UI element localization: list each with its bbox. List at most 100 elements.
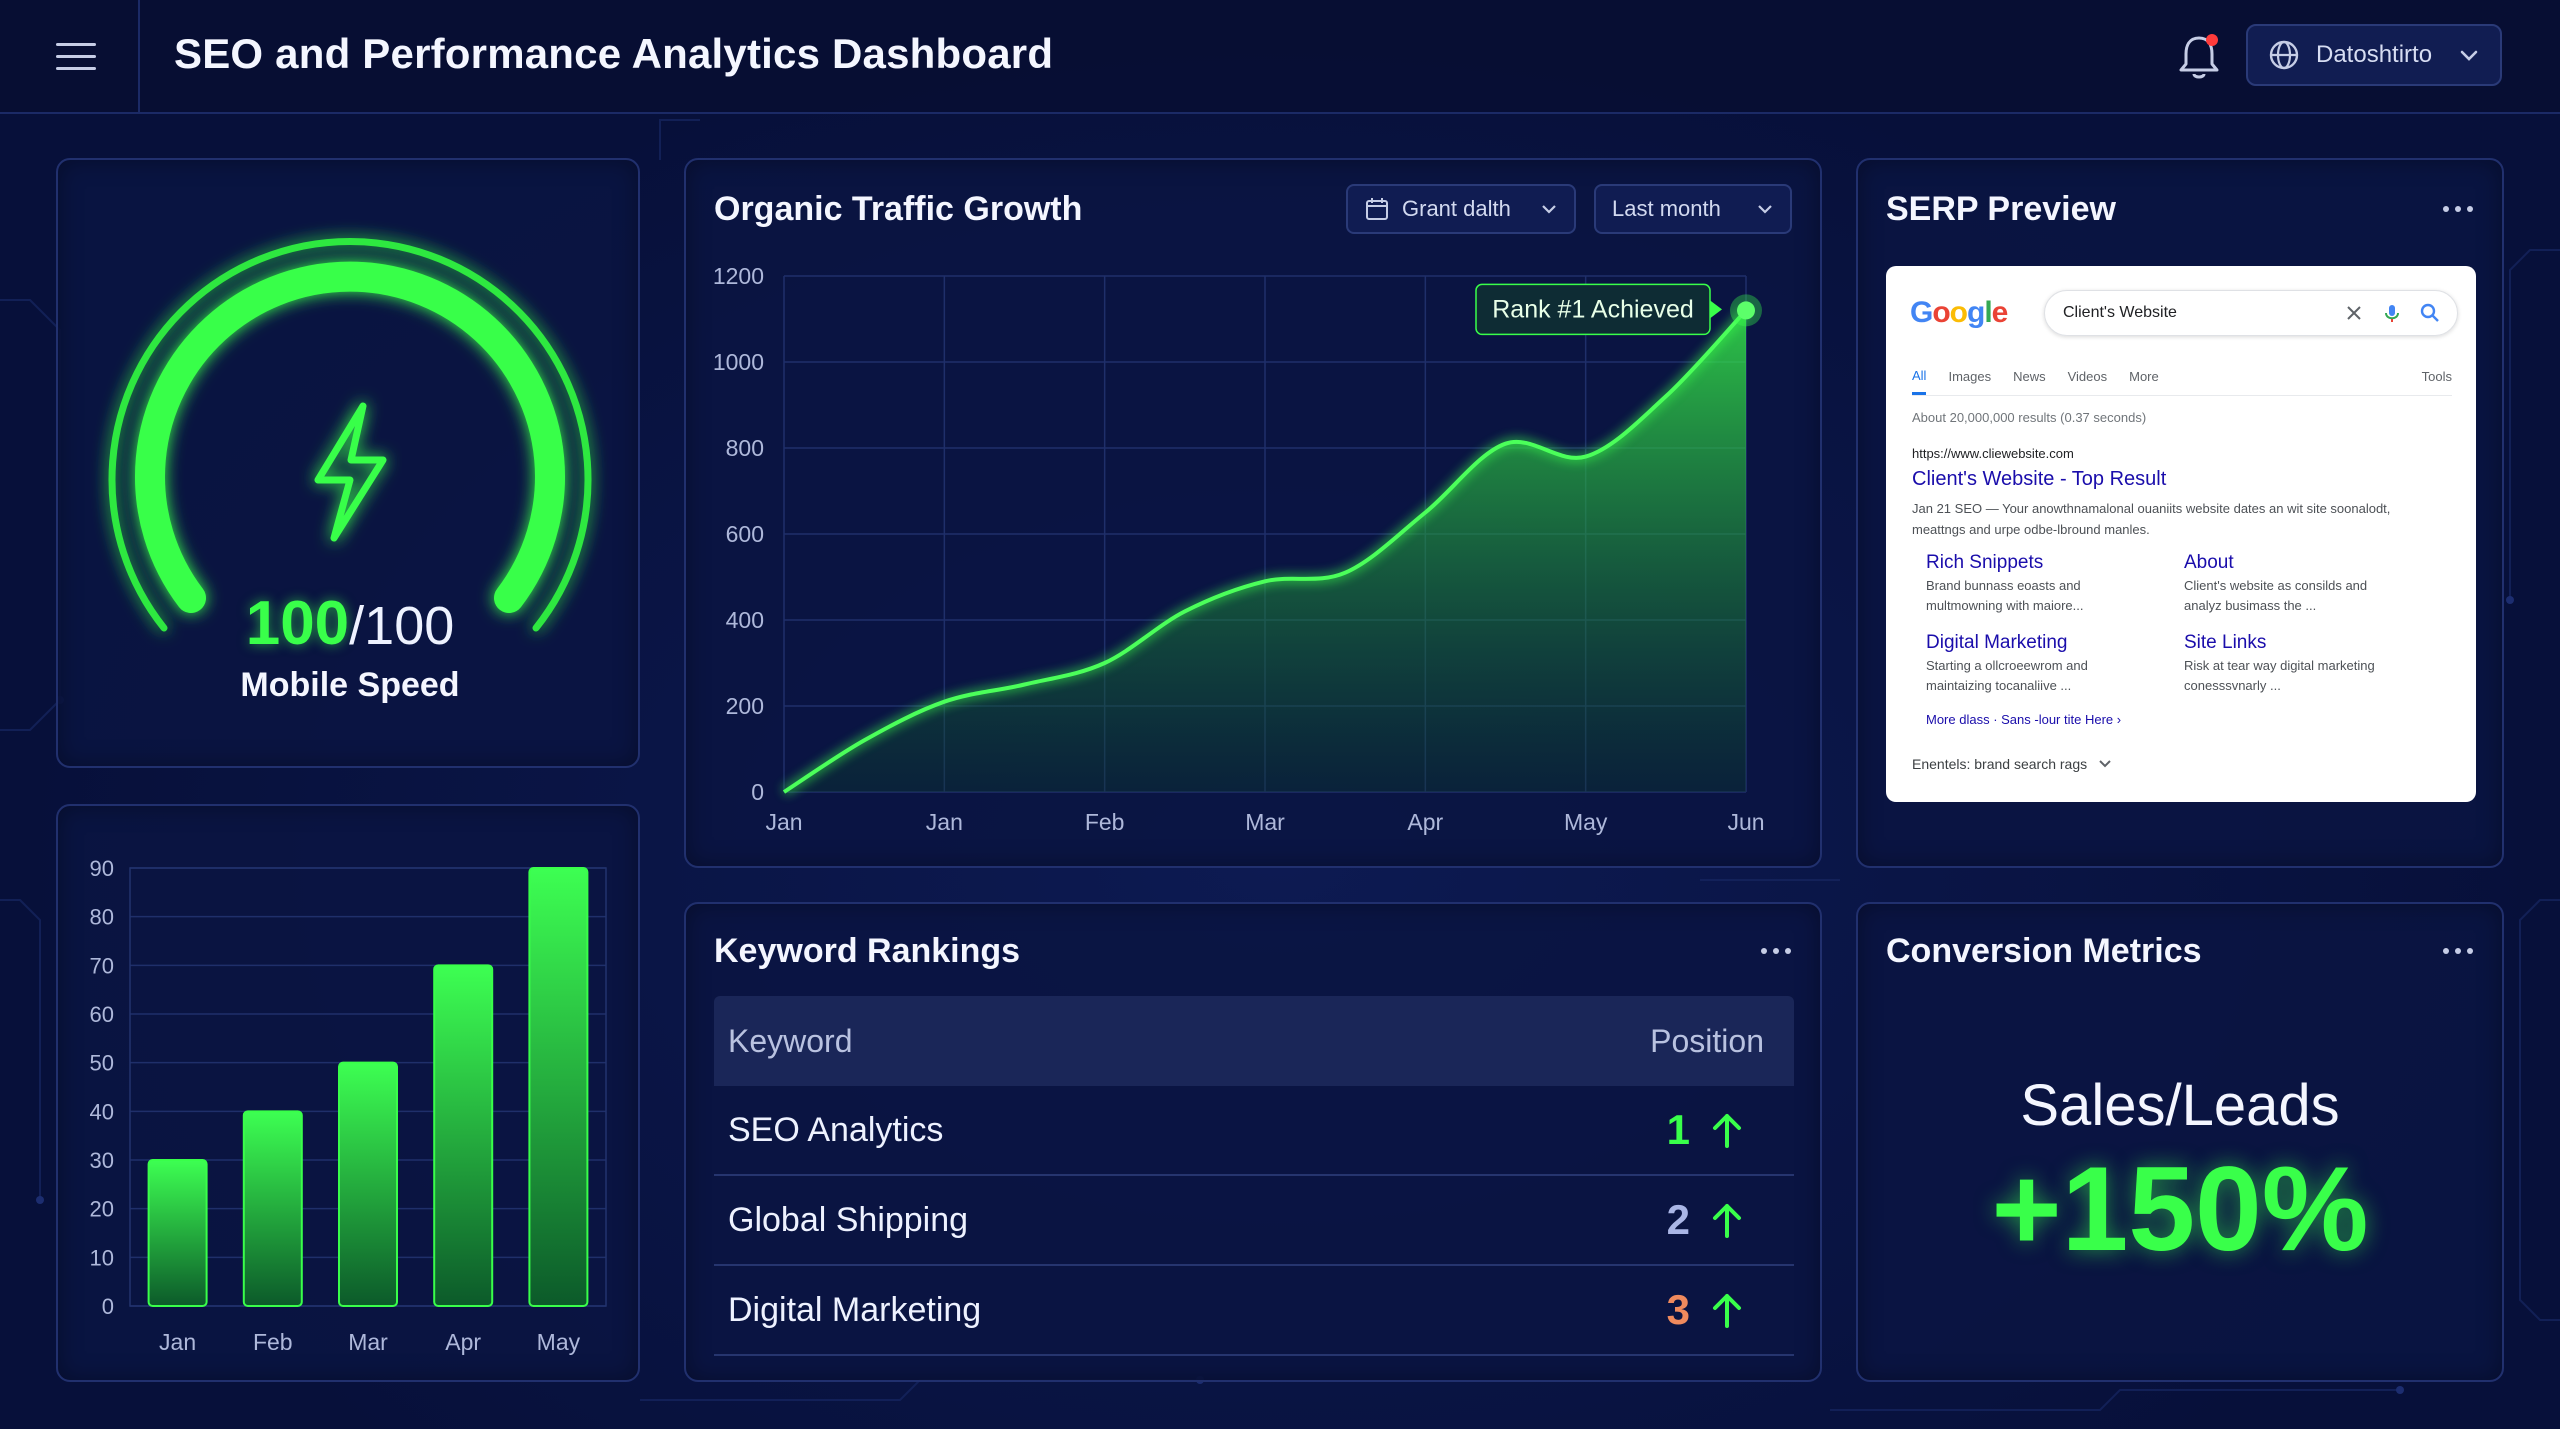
serp-tab-videos[interactable]: Videos [2067, 369, 2108, 384]
y-tick-label: 60 [90, 1002, 114, 1027]
traffic-area [784, 310, 1746, 792]
date-filter-label: Grant dalth [1402, 196, 1511, 221]
x-tick-label: Feb [253, 1329, 293, 1355]
peak-point [1737, 301, 1755, 320]
position-cell: 1 [1666, 1106, 1690, 1153]
x-tick-label: Mar [348, 1329, 388, 1355]
annotation-pointer [1710, 300, 1722, 319]
keyword-cell: Global Shipping [728, 1200, 969, 1239]
serp-query: Client's Website [2063, 304, 2177, 321]
table-row[interactable]: Global Shipping 2 [714, 1176, 1794, 1266]
bar [528, 867, 589, 1307]
notification-dot [2206, 34, 2218, 46]
serp-sitelink[interactable]: Digital Marketing Starting a ollcroeewro… [1926, 632, 2146, 696]
gauge-outer-ring [108, 238, 592, 632]
serp-title: SERP Preview [1886, 190, 2116, 228]
serp-tab-images[interactable]: Images [1948, 369, 1992, 384]
keyword-rankings-title: Keyword Rankings [714, 932, 1021, 970]
serp-result-url[interactable]: https://www.cliewebsite.com [1912, 446, 2074, 461]
microphone-icon[interactable] [2381, 302, 2403, 324]
sitelink-title: Rich Snippets [1926, 552, 2044, 573]
mobile-speed-card: 100/100 Mobile Speed [56, 158, 640, 768]
position-cell: 3 [1666, 1286, 1690, 1333]
keyword-more-button[interactable] [1754, 936, 1798, 966]
sitelink-desc: Risk at tear way digital marketing cones… [2184, 658, 2375, 693]
clear-icon[interactable] [2343, 302, 2365, 324]
arrow-up-icon [1713, 1204, 1741, 1238]
notifications-button[interactable] [2176, 32, 2222, 82]
x-tick-label: May [1564, 809, 1608, 835]
serp-tab-tools[interactable]: Tools [2421, 369, 2452, 384]
bar [147, 1159, 208, 1307]
y-tick-label: 0 [751, 779, 764, 805]
x-tick-label: Jun [1727, 809, 1764, 835]
chevron-down-icon [2099, 760, 2111, 768]
serp-more-button[interactable] [2436, 194, 2480, 224]
header-divider [138, 0, 140, 114]
y-tick-label: 50 [90, 1051, 114, 1076]
x-tick-label: Apr [445, 1329, 481, 1355]
speed-label: Mobile Speed [240, 666, 460, 704]
column-keyword: Keyword [728, 1022, 853, 1059]
gauge-fill-arc [135, 261, 565, 613]
y-tick-label: 30 [90, 1148, 114, 1173]
period-label: Last month [1612, 196, 1721, 221]
speed-score: 100/100 [58, 588, 642, 659]
y-tick-label: 600 [726, 521, 764, 547]
conversion-metrics-card: Conversion Metrics Sales/Leads +150% [1856, 902, 2504, 1382]
serp-sitelink[interactable]: Site Links Risk at tear way digital mark… [2184, 632, 2404, 696]
conversion-more-button[interactable] [2436, 936, 2480, 966]
y-tick-label: 800 [726, 435, 764, 461]
sitelink-title: Digital Marketing [1926, 632, 2068, 653]
globe-icon [2269, 40, 2299, 70]
y-tick-label: 20 [90, 1197, 114, 1222]
google-logo: Google [1910, 296, 2008, 329]
arrow-up-icon [1713, 1114, 1741, 1148]
serp-tab-more[interactable]: More [2129, 369, 2159, 384]
column-position: Position [1650, 1022, 1764, 1059]
y-tick-label: 10 [90, 1245, 114, 1270]
serp-tab-all[interactable]: All [1912, 366, 1927, 395]
monthly-bar-chart-card: 0 10 20 30 40 50 60 70 80 90 Jan Feb Mar Apr May [56, 804, 640, 1382]
table-row[interactable]: SEO Analytics 1 [714, 1086, 1794, 1176]
serp-more-link[interactable]: More dlass · Sans -lour tite Here › [1926, 712, 2122, 727]
position-cell: 2 [1666, 1196, 1690, 1243]
x-tick-label: Apr [1407, 809, 1443, 835]
serp-tab-news[interactable]: News [2013, 369, 2046, 384]
account-dropdown[interactable]: Datoshtirto [2246, 24, 2502, 86]
conversion-value: +150% [1991, 1142, 2369, 1276]
y-tick-label: 1200 [713, 263, 764, 289]
bar [338, 1061, 398, 1307]
serp-footer-text: Enentels: brand search rags [1912, 756, 2088, 772]
sitelink-title: About [2184, 552, 2234, 573]
speed-score-max: /100 [349, 596, 455, 656]
date-filter-dropdown[interactable]: Grant dalth [1346, 184, 1576, 234]
serp-sitelink[interactable]: About Client's website as consilds and a… [2184, 552, 2404, 616]
serp-footer-toggle[interactable]: Enentels: brand search rags [1912, 756, 2113, 772]
y-tick-label: 200 [726, 693, 764, 719]
keyword-table: Keyword Position SEO Analytics 1 Global … [714, 996, 1794, 1356]
serp-result-stats: About 20,000,000 results (0.37 seconds) [1912, 410, 2147, 425]
bar [433, 964, 494, 1307]
account-label: Datoshtirto [2316, 41, 2433, 68]
serp-search-box[interactable]: Client's Website [2044, 290, 2458, 336]
search-icon[interactable] [2419, 302, 2441, 324]
x-tick-label: Mar [1245, 809, 1285, 835]
serp-result-title[interactable]: Client's Website - Top Result [1912, 468, 2167, 490]
hamburger-menu-button[interactable] [40, 30, 114, 84]
arrow-up-icon [1713, 1294, 1741, 1328]
sitelink-desc: Starting a ollcroeewrom and maintaizing … [1926, 658, 2088, 693]
y-tick-label: 1000 [713, 349, 764, 375]
speed-score-value: 100 [245, 589, 350, 658]
conversion-label: Sales/Leads [2020, 1073, 2340, 1138]
table-row[interactable]: Digital Marketing 3 [714, 1266, 1794, 1356]
sitelink-desc: Client's website as consilds and analyz … [2184, 578, 2368, 613]
serp-sitelink[interactable]: Rich Snippets Brand bunnass eoasts and m… [1926, 552, 2146, 616]
conversion-title: Conversion Metrics [1886, 932, 2202, 970]
x-tick-label: Feb [1085, 809, 1125, 835]
x-tick-label: Jan [159, 1329, 196, 1355]
table-header: Keyword Position [714, 996, 1794, 1086]
serp-preview-card: SERP Preview Google Client's Website All… [1856, 158, 2504, 868]
period-dropdown[interactable]: Last month [1594, 184, 1792, 234]
page-title: SEO and Performance Analytics Dashboard [174, 30, 1054, 77]
